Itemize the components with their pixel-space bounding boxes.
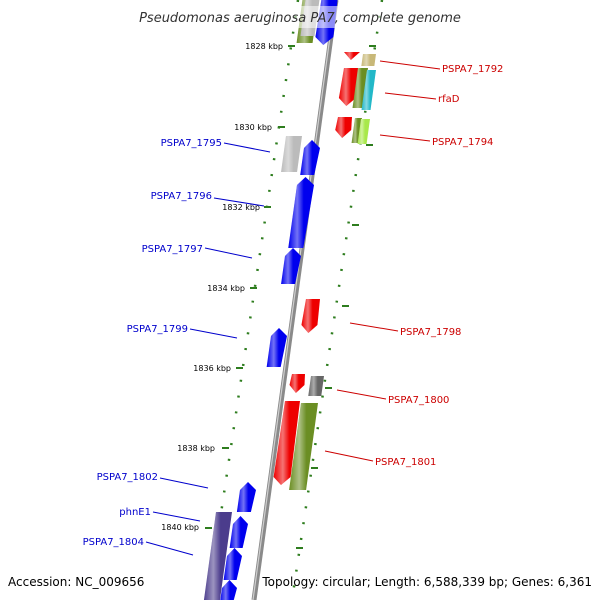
gene-block-pspa7-1794[interactable] xyxy=(335,117,352,138)
gene-block-pspa7-1799[interactable] xyxy=(266,328,287,367)
gene-arrow-highlight xyxy=(281,248,301,284)
gene-arrow-highlight xyxy=(281,136,302,172)
gene-arrow-highlight xyxy=(236,482,256,512)
gene-block-pspa7-1800-red[interactable] xyxy=(289,374,305,393)
gene-block-pspa7-1804[interactable] xyxy=(223,548,242,580)
tick-label: 1828 kbp xyxy=(245,42,283,51)
gene-block-pspa7-1792[interactable] xyxy=(344,52,360,60)
leader-line xyxy=(223,142,271,153)
gene-arrow-highlight xyxy=(352,68,368,108)
leader-line xyxy=(324,450,374,462)
tick-1840: 1840 kbp xyxy=(161,523,303,549)
gene-label-pspa7-1795[interactable]: PSPA7_1795 xyxy=(161,138,222,149)
leader-line xyxy=(336,389,387,400)
gene-arrow-highlight xyxy=(288,177,314,248)
gene-block-pspa7-1801-red[interactable] xyxy=(273,401,300,485)
gene-arrow-highlight xyxy=(361,70,376,110)
leader-line xyxy=(379,60,441,70)
tick-track-inner xyxy=(206,0,300,600)
title-backdrop xyxy=(120,6,480,28)
leader-line xyxy=(379,134,431,142)
gene-block-pspa7-1796[interactable] xyxy=(288,177,314,248)
tick-label: 1836 kbp xyxy=(193,364,231,373)
gene-arrow-highlight xyxy=(300,140,320,175)
gene-arrow-highlight xyxy=(273,401,300,485)
gene-block-lime[interactable] xyxy=(357,119,370,144)
tick-1828: 1828 kbp xyxy=(245,42,376,51)
gene-block-pspa7-1795[interactable] xyxy=(300,140,320,175)
gene-block-red-rfad[interactable] xyxy=(338,68,359,106)
tick-label: 1830 kbp xyxy=(234,123,272,132)
gene-label-pspa7-1796[interactable]: PSPA7_1796 xyxy=(151,191,212,202)
tick-1830: 1830 kbp xyxy=(234,123,373,146)
gene-label-pspa7-1794[interactable]: PSPA7_1794 xyxy=(432,137,493,148)
gene-label-pspa7-1792[interactable]: PSPA7_1792 xyxy=(442,64,503,75)
gene-arrow-highlight xyxy=(357,119,370,144)
gene-arrow-highlight xyxy=(289,403,318,490)
leader-line xyxy=(349,322,399,332)
leader-line xyxy=(189,328,238,339)
gene-label-rfad[interactable]: rfaD xyxy=(438,94,460,105)
gene-block-pspa7-1801-olive[interactable] xyxy=(289,403,318,490)
gene-block-pspa7-1802[interactable] xyxy=(236,482,256,512)
tick-1836: 1836 kbp xyxy=(193,364,332,389)
genome-backbone-highlight xyxy=(252,0,336,600)
gene-block-bottom-blue[interactable] xyxy=(220,580,237,600)
gene-arrow-highlight xyxy=(223,548,242,580)
gene-label-pspa7-1802[interactable]: PSPA7_1802 xyxy=(97,472,158,483)
gene-arrow-highlight xyxy=(203,512,232,600)
gene-block-rfad-olive[interactable] xyxy=(352,68,368,108)
leader-line xyxy=(145,541,194,556)
gene-arrow-highlight xyxy=(335,117,352,138)
gene-block-rfad-cyan[interactable] xyxy=(361,70,376,110)
gene-arrow-highlight xyxy=(220,580,237,600)
map-title: Pseudomonas aeruginosa PA7, complete gen… xyxy=(139,11,461,26)
gene-block-pspa7-1797[interactable] xyxy=(281,248,301,284)
tick-label: 1838 kbp xyxy=(177,444,215,453)
tick-label: 1832 kbp xyxy=(222,203,260,212)
gene-label-pspa7-1799[interactable]: PSPA7_1799 xyxy=(127,324,188,335)
ticks-layer: 1828 kbp 1830 kbp 1832 kbp 1834 kbp 1836… xyxy=(161,42,376,549)
leader-lines xyxy=(145,60,441,556)
gene-label-phne1[interactable]: phnE1 xyxy=(119,507,151,518)
gene-block-pspa7-1798[interactable] xyxy=(301,299,320,333)
gene-arrow-highlight xyxy=(338,68,359,106)
leader-line xyxy=(384,92,437,100)
leader-line xyxy=(213,197,265,207)
gene-arrow-highlight xyxy=(289,374,305,393)
tick-1838: 1838 kbp xyxy=(177,444,318,469)
genome-backbone xyxy=(251,0,339,600)
gene-block-tan[interactable] xyxy=(361,54,376,66)
tick-label: 1834 kbp xyxy=(207,284,245,293)
gene-label-pspa7-1804[interactable]: PSPA7_1804 xyxy=(83,537,144,548)
genes-layer xyxy=(203,0,376,600)
gene-arrow-highlight xyxy=(266,328,287,367)
genome-summary-text: Topology: circular; Length: 6,588,339 bp… xyxy=(261,575,592,589)
gene-block-pspa7-1800-grey[interactable] xyxy=(308,376,324,396)
gene-arrow-highlight xyxy=(308,376,324,396)
gene-label-pspa7-1800[interactable]: PSPA7_1800 xyxy=(388,395,449,406)
tick-1832: 1832 kbp xyxy=(222,203,359,226)
gene-block-phne1[interactable] xyxy=(203,512,232,600)
gene-labels: PSPA7_1792 rfaD PSPA7_1794 PSPA7_1798 PS… xyxy=(83,64,504,548)
gene-arrow-highlight xyxy=(229,516,248,548)
leader-line xyxy=(152,511,201,522)
gene-arrow-highlight xyxy=(301,299,320,333)
leader-line xyxy=(159,477,209,489)
gene-arrow-highlight xyxy=(344,52,360,60)
accession-text: Accession: NC_009656 xyxy=(8,575,144,589)
gene-label-pspa7-1801[interactable]: PSPA7_1801 xyxy=(375,457,436,468)
tick-label: 1840 kbp xyxy=(161,523,199,532)
tick-1834: 1834 kbp xyxy=(207,284,349,307)
gene-label-pspa7-1798[interactable]: PSPA7_1798 xyxy=(400,327,461,338)
leader-line xyxy=(204,247,253,259)
gene-arrow-highlight xyxy=(361,54,376,66)
gene-label-pspa7-1797[interactable]: PSPA7_1797 xyxy=(142,244,203,255)
gene-block-pspa7-1795-grey[interactable] xyxy=(281,136,302,172)
gene-block-phne1-blue[interactable] xyxy=(229,516,248,548)
